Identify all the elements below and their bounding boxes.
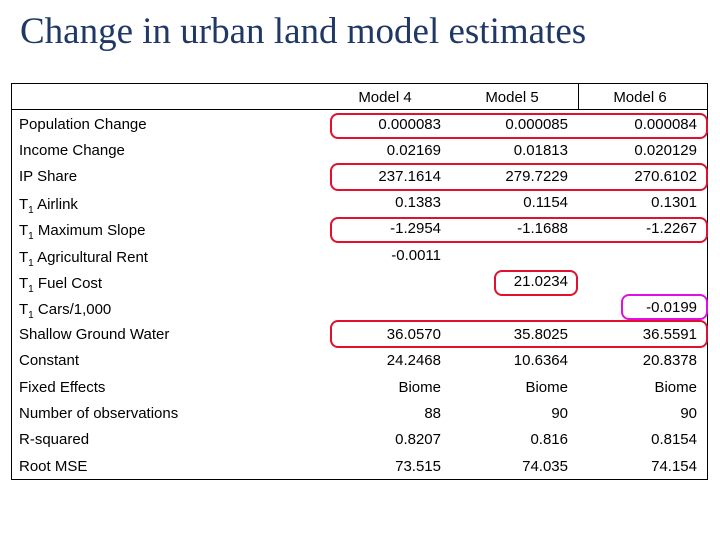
table-cell: 90 [551, 405, 568, 422]
table-cell: 279.7229 [505, 168, 568, 185]
row-label: Shallow Ground Water [19, 326, 170, 343]
table-cell: 0.000084 [634, 116, 697, 133]
row-label: T1 Fuel Cost [19, 275, 102, 295]
table-cell: -1.2267 [646, 220, 697, 237]
column-header-model-5: Model 5 [485, 89, 539, 106]
row-label: Root MSE [19, 458, 88, 475]
table-cell: 10.6364 [513, 352, 568, 369]
row-label: Fixed Effects [19, 379, 106, 396]
table-cell: -0.0011 [391, 247, 441, 264]
table-cell: 237.1614 [378, 168, 441, 185]
table-cell: 0.1301 [651, 194, 697, 211]
row-label-text: Cars/1,000 [33, 301, 112, 318]
row-label: Income Change [19, 142, 125, 159]
highlight-fuel-cost [494, 270, 578, 296]
row-label-text: Airlink [33, 196, 78, 213]
row-label-subscript: 1 [28, 258, 34, 269]
table-cell: 0.02169 [386, 142, 441, 159]
table-cell: Biome [398, 379, 441, 396]
table-cell: 35.8025 [513, 326, 568, 343]
table-cell: Biome [525, 379, 568, 396]
table-cell: 36.5591 [642, 326, 697, 343]
table-cell: 0.816 [530, 431, 568, 448]
row-label: T1 Cars/1,000 [19, 301, 111, 321]
column-header-model-6: Model 6 [613, 89, 667, 106]
table-cell: 0.01813 [513, 142, 568, 159]
row-label-subscript: 1 [28, 231, 34, 242]
highlight-maximum-slope [330, 217, 708, 243]
row-label: Number of observations [19, 405, 179, 422]
row-label-subscript: 1 [28, 310, 34, 321]
table-cell: 0.1383 [395, 194, 441, 211]
row-label: T1 Airlink [19, 196, 78, 216]
row-label-subscript: 1 [28, 284, 34, 295]
table-cell: -0.0199 [646, 299, 697, 316]
table-cell: 36.0570 [386, 326, 441, 343]
column-divider [578, 84, 579, 109]
row-label: Population Change [19, 116, 147, 133]
row-label-prefix: T [19, 222, 29, 239]
table-cell: 0.8154 [651, 431, 697, 448]
table-cell: 0.1154 [523, 194, 568, 211]
row-label: Constant [19, 352, 80, 369]
table-cell: 0.020129 [634, 142, 697, 159]
row-label-text: Fuel Cost [33, 275, 103, 292]
row-label-prefix: T [19, 275, 29, 292]
row-label: R-squared [19, 431, 90, 448]
highlight-ip-share [330, 163, 708, 191]
row-label-prefix: T [19, 301, 29, 318]
highlight-shallow-ground-water [330, 320, 708, 348]
header-divider [11, 109, 708, 110]
row-label-prefix: T [19, 249, 29, 266]
highlight-population-change [330, 113, 708, 139]
table-cell: 0.8207 [395, 431, 441, 448]
table-cell: -1.2954 [390, 220, 441, 237]
row-label-text: Agricultural Rent [33, 249, 148, 266]
row-label-text: Maximum Slope [33, 222, 146, 239]
table-cell: 20.8378 [642, 352, 697, 369]
table-cell: 73.515 [395, 458, 441, 475]
table-cell: 21.0234 [513, 273, 568, 290]
table-cell: 90 [680, 405, 697, 422]
table-cell: Biome [654, 379, 697, 396]
row-label: IP Share [19, 168, 78, 185]
highlight-cars [621, 294, 708, 320]
table-cell: 24.2468 [386, 352, 441, 369]
table-cell: 270.6102 [634, 168, 697, 185]
page-title: Change in urban land model estimates [20, 11, 587, 52]
table-cell: 0.000085 [505, 116, 568, 133]
table-cell: 88 [424, 405, 441, 422]
table-cell: -1.1688 [517, 220, 568, 237]
table-cell: 74.035 [522, 458, 568, 475]
row-label: T1 Agricultural Rent [19, 249, 148, 269]
row-label-subscript: 1 [28, 205, 34, 216]
results-table [11, 83, 708, 480]
column-header-model-4: Model 4 [358, 89, 412, 106]
row-label: T1 Maximum Slope [19, 222, 145, 242]
table-cell: 0.000083 [378, 116, 441, 133]
row-label-prefix: T [19, 196, 29, 213]
table-cell: 74.154 [651, 458, 697, 475]
